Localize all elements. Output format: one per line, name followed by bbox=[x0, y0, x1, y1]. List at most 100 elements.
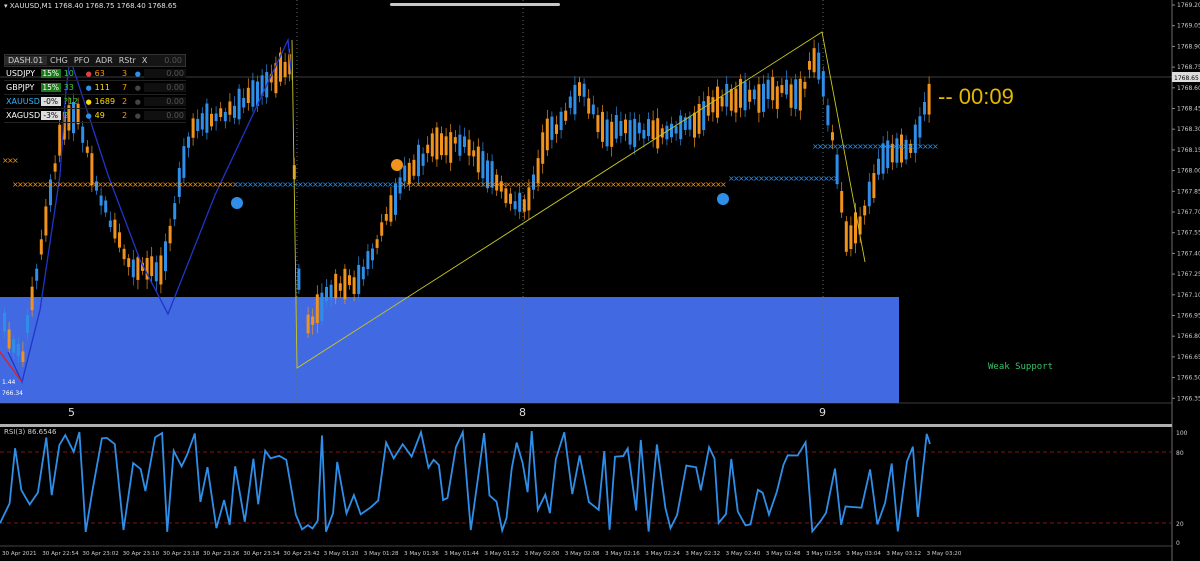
level-marker: × bbox=[132, 180, 139, 189]
dashboard-row[interactable]: GBPJPY 15% 33 ● 111 7 ● 0.00 bbox=[4, 81, 186, 95]
rsi-axis-label: 20 bbox=[1176, 521, 1184, 528]
candle-body bbox=[619, 120, 623, 136]
candle-body bbox=[706, 96, 710, 116]
level-marker: × bbox=[232, 180, 239, 189]
chart-scroll-handle[interactable] bbox=[390, 3, 560, 6]
level-marker: × bbox=[670, 180, 677, 189]
price-axis-label: 1768.60 bbox=[1177, 85, 1200, 92]
time-axis-label: 30 Apr 23:34 bbox=[243, 551, 280, 557]
candle-body bbox=[564, 110, 568, 121]
candle-body bbox=[670, 123, 673, 138]
candle-body bbox=[150, 256, 154, 277]
col-pfo[interactable]: PFO bbox=[73, 56, 90, 65]
level-marker: × bbox=[465, 180, 472, 189]
candle-body bbox=[214, 113, 218, 122]
candle-body bbox=[371, 248, 374, 261]
candle-body bbox=[831, 132, 834, 141]
level-marker: × bbox=[620, 180, 627, 189]
candle-body bbox=[716, 86, 719, 118]
level-marker: × bbox=[57, 180, 64, 189]
candle-body bbox=[104, 200, 108, 213]
support-zone-box bbox=[0, 297, 899, 403]
time-axis[interactable]: 30 Apr 2021 30 Apr 22:54 30 Apr 23:02 30 Ap… bbox=[2, 551, 962, 557]
candle-body bbox=[582, 83, 586, 97]
row-pfo: ?12 bbox=[63, 97, 79, 106]
candle-body bbox=[541, 132, 545, 164]
candle-body bbox=[85, 146, 89, 153]
dashboard-row[interactable]: USDJPY 15% 10 ● 63 3 ● 0.00 bbox=[4, 67, 186, 81]
candle-body bbox=[504, 188, 508, 204]
candle-body bbox=[711, 97, 715, 113]
signal-dot-blue bbox=[717, 193, 729, 205]
price-axis[interactable]: 1769.20 1769.05 1768.90 1768.75 1768.60 1768.… bbox=[1172, 2, 1200, 402]
candle-body bbox=[771, 77, 775, 101]
level-marker: × bbox=[440, 180, 447, 189]
col-chg[interactable]: CHG bbox=[50, 56, 68, 65]
level-marker: × bbox=[917, 142, 924, 151]
level-marker: × bbox=[232, 180, 239, 189]
candle-body bbox=[403, 165, 407, 182]
candle-body bbox=[752, 89, 756, 100]
level-marker: × bbox=[347, 180, 354, 189]
level-marker: × bbox=[212, 180, 219, 189]
candle-body bbox=[246, 87, 250, 103]
pane-separator[interactable] bbox=[0, 424, 1172, 427]
level-marker: × bbox=[595, 180, 602, 189]
level-markers: ××××××××××××××××××××××××××××××××××××××××… bbox=[2, 142, 939, 189]
candle-body bbox=[798, 78, 802, 111]
level-marker: × bbox=[12, 180, 19, 189]
level-marker: × bbox=[52, 180, 59, 189]
dashboard-value: 0.00 bbox=[164, 56, 182, 65]
level-marker: × bbox=[450, 180, 457, 189]
level-marker: × bbox=[813, 174, 820, 183]
candle-body bbox=[458, 134, 462, 156]
dashboard-close-button[interactable]: X bbox=[141, 56, 148, 65]
dashboard-panel[interactable]: DASH.01 CHG PFO ADR RStr X 0.00 USDJPY 15… bbox=[4, 54, 186, 123]
candle-body bbox=[545, 118, 549, 151]
col-rstr[interactable]: RStr bbox=[118, 56, 136, 65]
level-marker: × bbox=[372, 180, 379, 189]
level-marker: × bbox=[600, 180, 607, 189]
dashboard-row[interactable]: XAUUSD -0% ?12 ● 1689 2 ● 0.00 bbox=[4, 95, 186, 109]
col-adr[interactable]: ADR bbox=[95, 56, 113, 65]
level-marker: × bbox=[167, 180, 174, 189]
level-marker: × bbox=[823, 174, 830, 183]
level-marker: × bbox=[842, 142, 849, 151]
level-marker: × bbox=[172, 180, 179, 189]
candle-body bbox=[803, 81, 807, 89]
level-marker: × bbox=[7, 156, 14, 165]
level-marker: × bbox=[67, 180, 74, 189]
candle-body bbox=[164, 241, 167, 272]
level-marker: × bbox=[122, 180, 129, 189]
level-marker: × bbox=[222, 180, 229, 189]
level-marker: × bbox=[177, 180, 184, 189]
dashboard-row[interactable]: XAGUSD -3% 2 ● 49 2 ● 0.00 bbox=[4, 109, 186, 123]
level-marker: × bbox=[267, 180, 274, 189]
level-marker: × bbox=[530, 180, 537, 189]
candle-body bbox=[596, 115, 600, 133]
candle-body bbox=[39, 239, 43, 255]
candle-body bbox=[35, 268, 39, 281]
level-marker: × bbox=[287, 180, 294, 189]
candle-body bbox=[251, 80, 255, 107]
candle-body bbox=[591, 104, 595, 115]
level-marker: × bbox=[367, 180, 374, 189]
price-axis-label: 1767.40 bbox=[1177, 250, 1200, 257]
row-adr: 63 bbox=[94, 69, 105, 78]
level-marker: × bbox=[852, 142, 859, 151]
level-marker: × bbox=[77, 180, 84, 189]
level-marker: × bbox=[352, 180, 359, 189]
price-axis-label: 1766.35 bbox=[1177, 395, 1200, 402]
candle-body bbox=[633, 118, 637, 148]
current-price-text: 1768.65 bbox=[1174, 75, 1199, 82]
candle-body bbox=[288, 54, 292, 75]
candle-body bbox=[187, 136, 190, 148]
candle-body bbox=[486, 160, 489, 189]
candle-body bbox=[118, 232, 121, 248]
candle-body bbox=[808, 61, 811, 70]
row-symbol: XAUUSD bbox=[6, 97, 40, 106]
dashboard-name: DASH.01 bbox=[5, 56, 47, 65]
candle-body bbox=[348, 275, 351, 286]
candle-body bbox=[325, 286, 328, 301]
